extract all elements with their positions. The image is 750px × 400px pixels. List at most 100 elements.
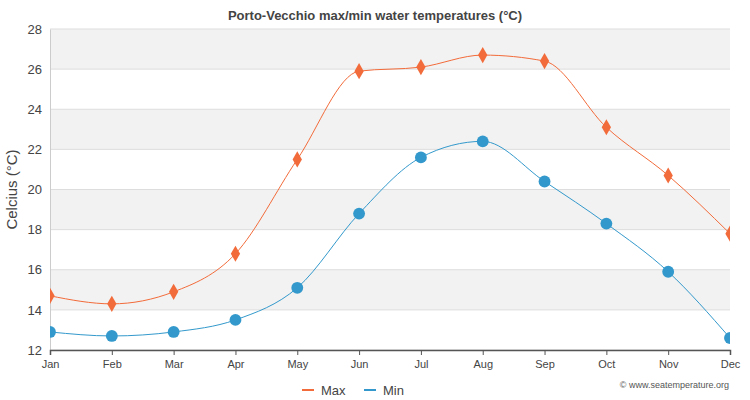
marker (600, 218, 612, 230)
y-tick-label: 28 (28, 22, 42, 37)
x-tick: Dec (721, 350, 741, 370)
series-line (50, 141, 730, 338)
y-tick: 24 (28, 102, 50, 117)
x-axis-line (51, 351, 731, 356)
y-tick-label: 22 (28, 142, 42, 157)
y-tick-label: 26 (28, 62, 42, 77)
x-tick-label: May (287, 358, 308, 370)
marker (662, 266, 674, 278)
marker (231, 246, 240, 262)
x-tick-label: Mar (165, 358, 184, 370)
grid-line (50, 229, 730, 230)
legend-swatch (364, 389, 376, 391)
x-tick-label: Jan (42, 358, 60, 370)
x-tick-mark (112, 350, 113, 355)
x-tick-mark (50, 350, 51, 355)
x-tick: Feb (103, 350, 122, 370)
x-tick-mark (606, 350, 607, 355)
grid-band (50, 270, 730, 310)
grid-band (50, 109, 730, 149)
x-tick-label: Feb (103, 358, 122, 370)
x-tick-label: Dec (721, 358, 741, 370)
marker (725, 226, 730, 242)
annotation: © www.seatemperature.org (620, 380, 729, 390)
legend-swatch (302, 389, 314, 391)
y-tick: 26 (28, 62, 50, 77)
grid-line (50, 149, 730, 150)
x-tick: Jul (414, 350, 428, 370)
x-tick-mark (545, 350, 546, 355)
x-tick: Sep (535, 350, 555, 370)
marker (539, 176, 551, 188)
x-tick-label: Jun (351, 358, 369, 370)
y-axis: 12 14 16 18 20 22 24 26 28 (28, 22, 51, 358)
marker (415, 151, 427, 163)
y-tick-label: 18 (28, 222, 42, 237)
y-tick: 14 (28, 303, 50, 318)
x-tick-label: Jul (414, 358, 428, 370)
x-tick: Oct (598, 350, 615, 370)
marker (50, 326, 56, 338)
legend-label: Max (321, 383, 346, 398)
x-tick-mark (421, 350, 422, 355)
marker (169, 284, 178, 300)
grid (50, 29, 730, 350)
x-tick-mark (297, 350, 298, 355)
x-tick-label: Sep (535, 358, 555, 370)
y-tick: 28 (28, 22, 50, 37)
marker (106, 330, 118, 342)
y-tick: 12 (28, 343, 50, 358)
grid-band (50, 29, 730, 69)
x-tick-label: Nov (659, 358, 679, 370)
marker (293, 151, 302, 167)
x-tick-mark (235, 350, 236, 355)
x-axis: Jan Feb Mar Apr May Jun Jul Aug Sep Oct Nov Dec (42, 350, 741, 370)
y-tick-label: 20 (28, 182, 42, 197)
x-tick-mark (174, 350, 175, 355)
grid-band (50, 190, 730, 230)
x-tick: Mar (165, 350, 184, 370)
marker (602, 119, 611, 135)
grid-line (50, 269, 730, 270)
marker (664, 167, 673, 183)
y-tick: 16 (28, 262, 50, 277)
x-tick-label: Apr (227, 358, 244, 370)
marker (107, 296, 116, 312)
x-tick-mark (483, 350, 484, 355)
chart: 12 14 16 18 20 22 24 26 28 Jan Feb Mar Apr May Jun Jul A… (0, 0, 750, 400)
x-tick-mark (730, 350, 731, 355)
y-tick: 20 (28, 182, 50, 197)
marker (291, 282, 303, 294)
y-tick-label: 24 (28, 102, 42, 117)
marker (50, 288, 55, 304)
x-tick: Jan (42, 350, 60, 370)
series-line (50, 55, 730, 304)
x-tick-mark (668, 350, 669, 355)
grid-line (50, 109, 730, 110)
marker (477, 135, 489, 147)
title: Porto-Vecchio max/min water temperatures… (228, 8, 522, 23)
plot-area (50, 47, 730, 344)
marker (230, 314, 242, 326)
x-tick: Aug (473, 350, 493, 370)
legend-label: Min (383, 383, 404, 398)
y-tick-label: 14 (28, 303, 42, 318)
x-tick-label: Oct (598, 358, 615, 370)
grid-line (50, 189, 730, 190)
marker (354, 63, 363, 79)
marker (478, 47, 487, 63)
x-tick: Nov (659, 350, 679, 370)
marker (168, 326, 180, 338)
x-tick-mark (359, 350, 360, 355)
y-tick: 18 (28, 222, 50, 237)
x-tick-label: Aug (473, 358, 493, 370)
x-tick: May (287, 350, 308, 370)
marker (416, 59, 425, 75)
grid-line (50, 309, 730, 310)
y-tick-label: 16 (28, 262, 42, 277)
y-tick-label: 12 (28, 343, 42, 358)
x-tick: Apr (227, 350, 244, 370)
grid-line (50, 29, 730, 30)
marker (540, 53, 549, 69)
marker (353, 208, 365, 220)
